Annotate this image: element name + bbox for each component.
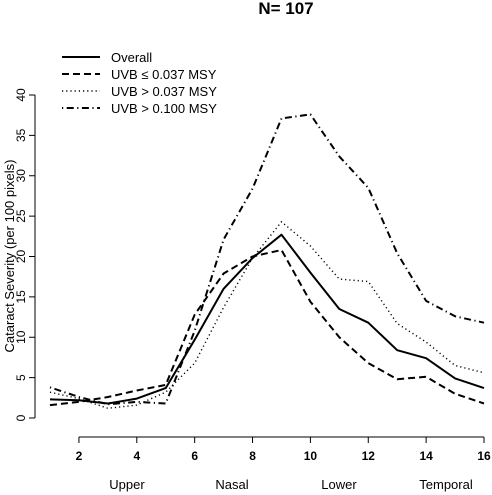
y-tick-label: 15: [14, 290, 28, 304]
y-tick-label: 10: [14, 330, 28, 344]
legend-label: UVB ≤ 0.037 MSY: [111, 67, 217, 82]
legend-label: Overall: [111, 50, 152, 65]
chart-title: N= 107: [258, 0, 313, 18]
series-line-4: [49, 113, 485, 406]
y-tick-label: 25: [14, 209, 28, 223]
y-axis-label: Cataract Severity (per 100 pixels): [2, 160, 17, 353]
series-line-1: [49, 233, 485, 405]
y-tick-label: 40: [14, 88, 28, 102]
y-tick-label: 0: [14, 414, 28, 421]
series-layer: [49, 113, 485, 409]
x-tick-label: 2: [76, 449, 83, 463]
x-tick-label: 6: [191, 449, 198, 463]
x-tick-label: 4: [133, 449, 140, 463]
y-tick-label: 20: [14, 250, 28, 264]
axes: 0 5 10 15 20 25 30 35 40 2 4 6 8 10 12 14 16 Upper Nasal Lo…: [14, 88, 491, 492]
y-tick-label: 30: [14, 169, 28, 183]
y-tick-label: 5: [14, 374, 28, 381]
x-region-label: Upper: [109, 477, 145, 492]
x-tick-label: 10: [304, 449, 318, 463]
x-region-label: Nasal: [215, 477, 248, 492]
legend: Overall UVB ≤ 0.037 MSY UVB > 0.037 MSY UVB…: [62, 50, 217, 116]
y-tick-label: 35: [14, 128, 28, 142]
legend-label: UVB > 0.037 MSY: [111, 84, 217, 99]
x-region-label: Temporal: [419, 477, 473, 492]
x-tick-label: 14: [419, 449, 433, 463]
series-line-2: [49, 249, 485, 407]
legend-label: UVB > 0.100 MSY: [111, 101, 217, 116]
x-tick-label: 16: [477, 449, 491, 463]
x-tick-label: 12: [362, 449, 376, 463]
series-line-3: [49, 221, 485, 409]
x-region-label: Lower: [321, 477, 357, 492]
x-tick-label: 8: [249, 449, 256, 463]
